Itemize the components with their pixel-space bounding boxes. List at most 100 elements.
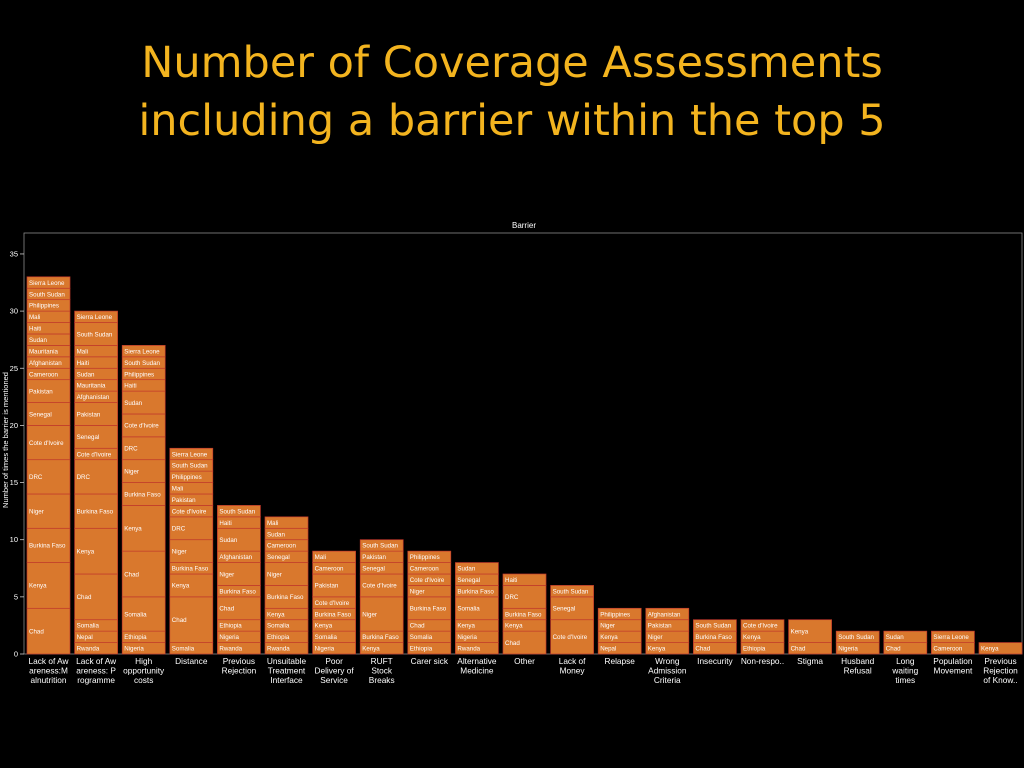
bar-segment[interactable] (26, 493, 71, 529)
segment-label: Ethiopia (124, 634, 147, 641)
segment-label: DRC (172, 526, 186, 533)
segment-label: Kenya (315, 623, 333, 630)
bar-segment[interactable] (550, 619, 594, 655)
segment-label: Mauritania (77, 383, 106, 390)
bar-segment[interactable] (788, 619, 832, 643)
y-tick-label: 15 (10, 478, 18, 487)
segment-label: Nigeria (124, 646, 144, 653)
segment-label: Sierra Leone (124, 348, 160, 355)
bar-stack: Rwanda Nigeria Kenya Somalia Burkina Faso Sen… (455, 562, 499, 655)
segment-label: Sudan (29, 337, 47, 344)
segment-label: South Sudan (553, 588, 589, 595)
bar-segment[interactable] (455, 562, 499, 575)
bar-stack: Rwanda Nepal Somalia Chad Kenya Burkina Faso D… (74, 310, 118, 655)
bar-segment[interactable] (740, 619, 785, 632)
segment-label: Philippines (600, 611, 630, 618)
bar-segment[interactable] (931, 630, 975, 643)
x-tick-label: Poor Delivery of Service (314, 656, 354, 685)
bar-segment[interactable] (217, 505, 261, 518)
bar-segment[interactable] (74, 310, 118, 323)
segment-label: Kenya (172, 583, 190, 590)
segment-label: Niger (362, 611, 377, 618)
segment-label: Niger (648, 634, 663, 641)
x-tick-label: Lack of Aw areness:M alnutrition (29, 656, 70, 685)
segment-label: Pakistan (315, 583, 339, 590)
bar-stack: Chad Kenya Burkina Faso DRC Haiti (502, 573, 547, 655)
segment-label: Sudan (457, 566, 475, 573)
x-tick-label: RUFT Stock Breaks (369, 656, 395, 685)
segment-label: Sudan (124, 400, 142, 407)
segment-label: Mali (29, 314, 40, 321)
bar-segment[interactable] (121, 550, 166, 598)
segment-label: Somalia (172, 646, 195, 653)
bar-segment[interactable] (121, 596, 166, 632)
bar-segment[interactable] (693, 619, 737, 632)
segment-label: Somalia (124, 611, 147, 618)
bar-segment[interactable] (407, 550, 452, 563)
bar-segment[interactable] (121, 345, 166, 358)
bar-segment[interactable] (26, 562, 71, 609)
bar-stack: Cameroon Sierra Leone (931, 630, 975, 655)
segment-label: Niger (267, 571, 282, 578)
segment-label: Ethiopia (267, 634, 290, 641)
bar-segment[interactable] (550, 585, 594, 598)
y-tick-label: 20 (10, 421, 18, 430)
segment-label: Senegal (457, 577, 480, 584)
bar-segment[interactable] (74, 527, 118, 575)
bar-stack: Rwanda Nigeria Ethiopia Chad Burkina Faso Nig… (217, 505, 261, 655)
y-tick-label: 35 (10, 249, 18, 258)
chart-title: Barrier (512, 221, 536, 230)
segment-label: Cote d'Ivoire (77, 451, 112, 458)
y-tick-label: 0 (14, 650, 18, 659)
segment-label: Burkina Faso (457, 588, 494, 595)
segment-label: Chad (791, 646, 806, 653)
bar-segment[interactable] (26, 276, 71, 289)
bar-segment[interactable] (502, 573, 547, 586)
bar-segment[interactable] (74, 493, 118, 529)
bar-segment[interactable] (169, 447, 214, 461)
segment-label: Ethiopia (219, 623, 242, 630)
bar-segment[interactable] (264, 516, 309, 529)
segment-label: Burkina Faso (362, 634, 399, 641)
slide-title-line-2: including a barrier within the top 5 (138, 96, 886, 146)
segment-label: DRC (29, 474, 43, 481)
bar-segment[interactable] (26, 607, 71, 655)
segment-label: Rwanda (457, 646, 480, 653)
bar-segment[interactable] (883, 630, 928, 643)
x-tick-label: Alternative Medicine (457, 656, 497, 676)
segment-label: Niger (124, 468, 139, 475)
bar-segment[interactable] (978, 642, 1023, 655)
segment-label: Kenya (267, 611, 285, 618)
segment-label: Philippines (29, 303, 59, 310)
segment-label: Chad (29, 628, 44, 635)
segment-label: Haiti (29, 326, 41, 333)
segment-label: Chad (695, 646, 710, 653)
bar-segment[interactable] (121, 505, 166, 552)
segment-label: Kenya (457, 623, 475, 630)
segment-label: Chad (77, 594, 92, 601)
bar-segment[interactable] (312, 550, 356, 563)
bar-segment[interactable] (597, 607, 642, 621)
segment-label: South Sudan (77, 331, 113, 338)
segment-label: Niger (600, 623, 615, 630)
x-tick-label: High opportunity costs (123, 656, 165, 685)
x-tick-label: Stigma (797, 656, 823, 666)
segment-label: Senegal (267, 554, 290, 561)
segment-label: Chad (124, 571, 139, 578)
bar-segment[interactable] (645, 607, 690, 621)
x-tick-label: Long waiting times (891, 656, 918, 685)
bar-segment[interactable] (359, 596, 404, 632)
segment-label: Burkina Faso (172, 566, 209, 573)
segment-label: Cote d'Ivoire (172, 508, 207, 515)
segment-label: Burkina Faso (219, 588, 256, 595)
bar-segment[interactable] (835, 630, 880, 643)
bar-segment[interactable] (26, 527, 71, 563)
segment-label: South Sudan (362, 543, 398, 550)
segment-label: Somalia (77, 623, 100, 630)
segment-label: Burkina Faso (410, 606, 447, 613)
segment-label: Burkina Faso (124, 491, 161, 498)
x-tick-label: Other (514, 656, 535, 666)
bar-segment[interactable] (169, 596, 214, 643)
x-tick-label: Previous Rejection (222, 656, 257, 676)
bar-segment[interactable] (359, 539, 404, 552)
